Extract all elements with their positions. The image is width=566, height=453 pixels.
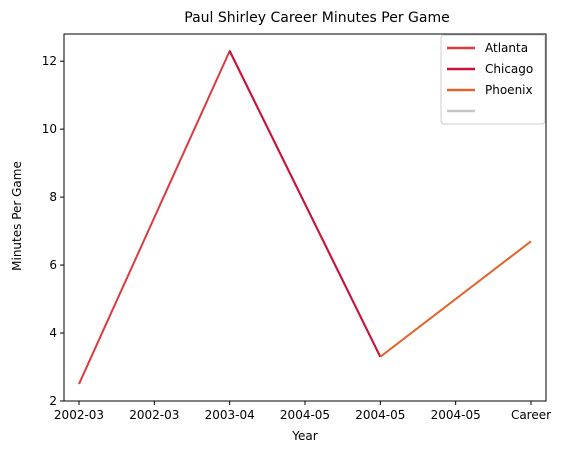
y-tick-label: 6 — [49, 258, 57, 272]
chart-title: Paul Shirley Career Minutes Per Game — [184, 10, 450, 26]
y-tick-label: 2 — [49, 394, 57, 408]
x-tick-label: Career — [511, 408, 551, 422]
y-tick-label: 10 — [42, 122, 57, 136]
x-tick-label: 2002-03 — [54, 408, 104, 422]
x-axis-label: Year — [291, 429, 317, 443]
x-tick-label: 2002-03 — [129, 408, 179, 422]
series-group — [78, 50, 532, 385]
legend: Atlanta Chicago Phoenix — [440, 34, 546, 125]
legend-label: Chicago — [485, 62, 533, 76]
y-axis-label: Minutes Per Game — [10, 161, 24, 271]
legend-label: Phoenix — [485, 83, 533, 97]
y-tick-label: 8 — [49, 190, 57, 204]
series-line-chicago — [228, 50, 382, 358]
legend-box — [440, 34, 546, 125]
series-line-phoenix — [379, 240, 532, 358]
legend-label: Atlanta — [485, 41, 528, 55]
y-tick-label: 4 — [49, 326, 57, 340]
x-tick-label: 2003-04 — [205, 408, 255, 422]
axes: 2002-03 2002-03 2003-04 2004-05 2004-05 2004-… — [42, 33, 551, 422]
y-tick-label: 12 — [42, 54, 57, 68]
x-tick-label: 2004-05 — [280, 408, 330, 422]
x-tick-label: 2004-05 — [355, 408, 405, 422]
x-tick-label: 2004-05 — [431, 408, 481, 422]
